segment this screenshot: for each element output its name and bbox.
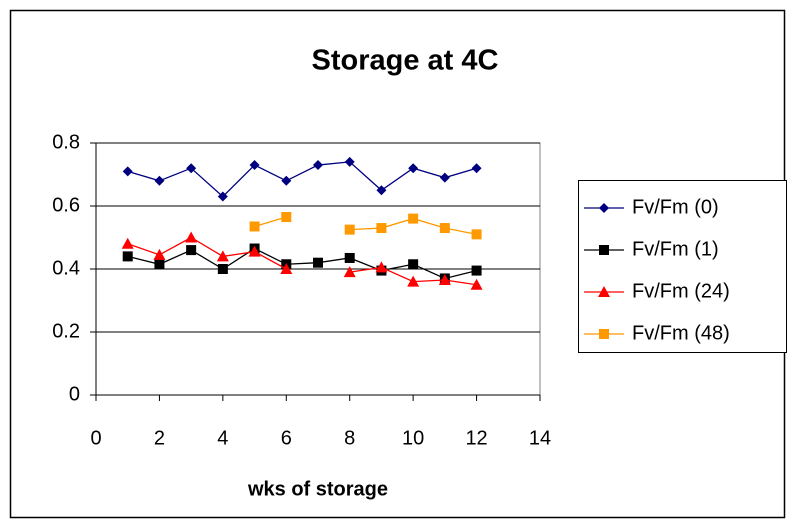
x-tick-label: 0	[90, 427, 101, 449]
marker	[344, 224, 355, 235]
y-tick-label: 0	[69, 383, 80, 405]
marker	[408, 213, 419, 224]
marker	[408, 259, 419, 270]
marker	[154, 259, 165, 270]
marker	[281, 212, 292, 223]
marker	[344, 156, 355, 167]
marker	[407, 275, 420, 287]
marker	[186, 245, 197, 256]
marker	[249, 160, 260, 171]
x-tick-label: 4	[217, 427, 228, 449]
x-tick-label: 8	[344, 427, 355, 449]
marker	[281, 175, 292, 186]
x-tick-label: 2	[154, 427, 165, 449]
y-tick-label: 0.4	[52, 257, 80, 279]
marker	[122, 251, 133, 262]
x-tick-label: 12	[465, 427, 487, 449]
legend-label: Fv/Fm (48)	[632, 322, 730, 344]
marker	[216, 250, 229, 262]
marker	[313, 160, 323, 171]
marker	[599, 245, 609, 255]
marker	[598, 286, 610, 297]
marker	[185, 231, 198, 243]
marker	[375, 261, 388, 273]
legend-label: Fv/Fm (0)	[632, 196, 719, 218]
marker	[153, 248, 166, 260]
marker	[121, 237, 134, 249]
marker	[122, 166, 133, 177]
x-axis-title: wks of storage	[247, 478, 388, 500]
marker	[439, 172, 450, 183]
marker	[217, 264, 228, 274]
marker	[343, 266, 356, 278]
marker	[186, 163, 197, 174]
marker	[470, 278, 483, 290]
marker	[376, 223, 387, 234]
marker	[154, 175, 165, 186]
marker	[471, 229, 482, 240]
marker	[471, 265, 482, 276]
marker	[471, 163, 482, 174]
legend-label: Fv/Fm (24)	[632, 280, 730, 302]
marker	[344, 252, 355, 263]
x-tick-label: 10	[402, 427, 424, 449]
marker	[313, 257, 323, 268]
marker	[599, 329, 609, 339]
marker	[439, 223, 450, 234]
series-line	[127, 161, 477, 198]
y-tick-label: 0.8	[52, 131, 80, 153]
marker	[438, 274, 451, 286]
x-tick-label: 6	[281, 427, 292, 449]
chart-title: Storage at 4C	[312, 45, 499, 77]
marker	[599, 203, 609, 213]
marker	[217, 191, 228, 202]
legend-label: Fv/Fm (1)	[632, 238, 719, 260]
legend-box	[578, 180, 787, 353]
marker	[408, 163, 419, 174]
marker	[280, 263, 293, 274]
series-line	[127, 247, 477, 280]
y-tick-label: 0.6	[52, 194, 80, 216]
marker	[249, 221, 260, 232]
x-tick-label: 14	[529, 427, 551, 449]
marker	[248, 245, 261, 257]
marker	[376, 185, 387, 196]
y-tick-label: 0.2	[52, 320, 80, 342]
